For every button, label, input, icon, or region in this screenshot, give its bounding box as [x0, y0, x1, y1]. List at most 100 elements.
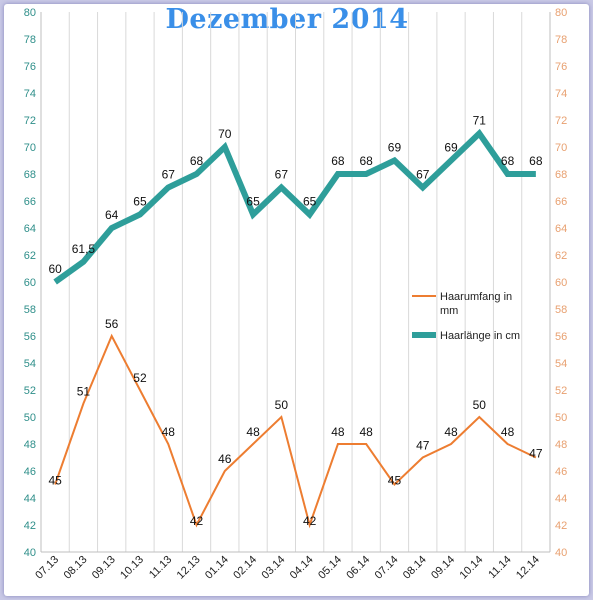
y-tick-label-right: 64: [555, 223, 567, 235]
series-layer: [53, 128, 537, 529]
data-label: 60: [48, 262, 62, 276]
data-label: 42: [303, 514, 317, 528]
y-tick-label-left: 66: [24, 196, 36, 208]
y-tick-label-right: 80: [555, 7, 567, 19]
x-tick-label: 09.14: [429, 554, 457, 582]
x-tick-label: 07.13: [33, 554, 61, 582]
y-tick-label-left: 52: [24, 385, 36, 397]
data-label: 48: [444, 425, 458, 439]
y-tick-label-right: 50: [555, 412, 567, 424]
y-tick-label-left: 60: [24, 277, 36, 289]
data-label: 48: [331, 425, 345, 439]
data-label: 45: [48, 474, 62, 488]
y-tick-label-left: 54: [24, 358, 36, 370]
data-label: 65: [133, 195, 147, 209]
y-tick-label-left: 58: [24, 304, 36, 316]
y-tick-label-right: 52: [555, 385, 567, 397]
y-tick-label-right: 68: [555, 169, 567, 181]
data-label: 68: [360, 154, 374, 168]
y-tick-label-left: 42: [24, 520, 36, 532]
data-label: 70: [218, 127, 232, 141]
data-label: 47: [529, 447, 543, 461]
y-tick-label-left: 48: [24, 439, 36, 451]
data-label: 50: [473, 398, 487, 412]
x-tick-label: 10.13: [118, 554, 146, 582]
x-tick-label: 12.13: [175, 554, 203, 582]
x-tick-label: 10.14: [457, 554, 485, 582]
data-labels: 45 51 56 52 48 42 46 48 50 42 48 48 45 47 48 50 48 47 60 61…: [48, 114, 542, 529]
data-label: 71: [473, 114, 487, 128]
y-tick-label-left: 56: [24, 331, 36, 343]
data-label: 45: [388, 474, 402, 488]
y-tick-label-left: 50: [24, 412, 36, 424]
x-tick-label: 08.14: [401, 554, 429, 582]
y-tick-label-left: 72: [24, 115, 36, 127]
y-tick-label-left: 70: [24, 142, 36, 154]
data-label: 61,5: [72, 242, 96, 256]
x-tick-label: 02.14: [231, 554, 259, 582]
data-label: 56: [105, 317, 119, 331]
y-tick-label-right: 58: [555, 304, 567, 316]
y-tick-label-right: 76: [555, 61, 567, 73]
legend-label-haarumfang-line1: Haarumfang in: [440, 291, 512, 303]
data-label: 67: [416, 168, 430, 182]
data-label: 48: [501, 425, 515, 439]
x-tick-label: 11.13: [147, 554, 174, 581]
x-tick-label: 03.14: [260, 554, 288, 582]
data-label: 64: [105, 208, 119, 222]
data-label: 69: [388, 141, 402, 155]
data-label: 67: [162, 168, 176, 182]
x-tick-label: 08.13: [62, 554, 90, 582]
y-tick-label-right: 70: [555, 142, 567, 154]
y-tick-label-right: 62: [555, 250, 567, 262]
data-label: 48: [162, 425, 176, 439]
series-line-haarlaenge: [53, 128, 536, 285]
x-tick-label: 04.14: [288, 554, 316, 582]
y-tick-label-left: 64: [24, 223, 36, 235]
y-tick-label-right: 46: [555, 466, 567, 478]
y-tick-label-left: 44: [24, 493, 36, 505]
data-label: 69: [444, 141, 458, 155]
data-label: 65: [246, 195, 260, 209]
chart-frame: Dezember 2014 40 40 42 42 44 44 46 46 48 48 50 50 52…: [4, 4, 589, 596]
series-line-haarumfang: [54, 333, 537, 529]
data-label: 68: [190, 154, 204, 168]
data-label: 46: [218, 452, 232, 466]
data-label: 68: [529, 154, 543, 168]
legend-label-haarumfang-line2: mm: [440, 305, 458, 317]
data-label: 50: [275, 398, 289, 412]
line-chart: Dezember 2014 40 40 42 42 44 44 46 46 48 48 50 50 52…: [24, 4, 568, 582]
data-label: 42: [190, 514, 204, 528]
y-tick-label-right: 40: [555, 547, 567, 559]
y-tick-label-left: 80: [24, 7, 36, 19]
y-tick-label-left: 40: [24, 547, 36, 559]
x-tick-label: 06.14: [344, 554, 372, 582]
x-tick-label: 05.14: [316, 554, 344, 582]
data-label: 65: [303, 195, 317, 209]
y-tick-label-right: 48: [555, 439, 567, 451]
data-label: 68: [331, 154, 345, 168]
x-tick-label: 11.14: [486, 554, 513, 581]
y-tick-label-right: 72: [555, 115, 567, 127]
data-label: 67: [275, 168, 289, 182]
y-tick-label-right: 44: [555, 493, 567, 505]
y-tick-label-right: 74: [555, 88, 567, 100]
data-label: 48: [360, 425, 374, 439]
legend: Haarumfang in mm Haarlänge in cm: [412, 291, 520, 342]
x-tick-label: 09.13: [90, 554, 118, 582]
data-label: 52: [133, 371, 147, 385]
x-tick-label: 01.14: [203, 554, 231, 582]
data-label: 68: [501, 154, 515, 168]
y-tick-label-left: 46: [24, 466, 36, 478]
legend-label-haarumfang: Haarumfang in mm: [440, 291, 515, 317]
data-label: 47: [416, 439, 430, 453]
legend-label-haarlaenge: Haarlänge in cm: [440, 330, 520, 342]
chart-title: Dezember 2014: [165, 4, 408, 35]
y-tick-label-left: 78: [24, 34, 36, 46]
data-label: 51: [77, 385, 91, 399]
y-tick-label-left: 68: [24, 169, 36, 181]
y-tick-label-right: 42: [555, 520, 567, 532]
y-tick-label-right: 54: [555, 358, 567, 370]
data-label: 48: [246, 425, 260, 439]
y-tick-label-right: 56: [555, 331, 567, 343]
